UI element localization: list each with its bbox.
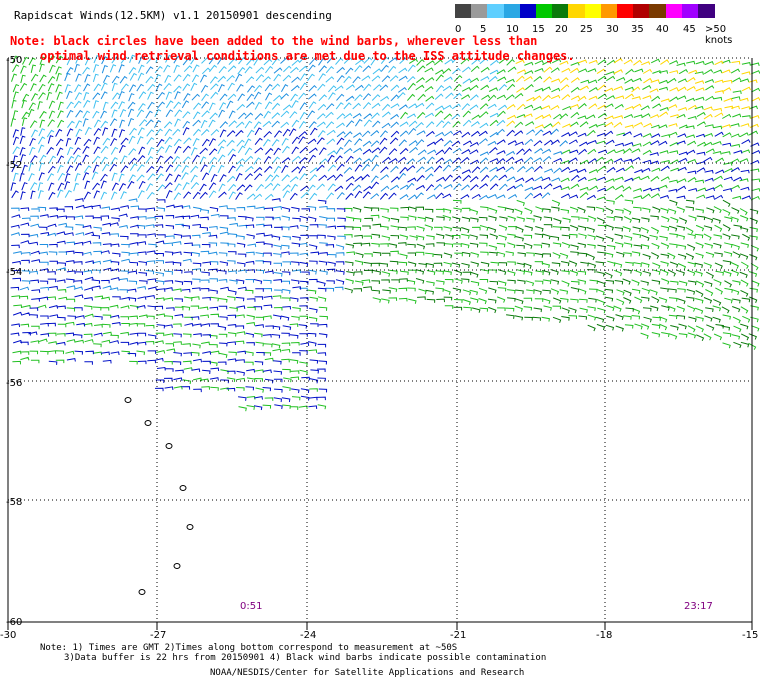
legend-swatch — [600, 4, 618, 18]
footnote-line-2: 3)Data buffer is 22 hrs from 20150901 4)… — [64, 653, 547, 663]
lat-label: -58 — [6, 497, 23, 508]
contamination-circle — [124, 397, 132, 403]
legend-label: 5 — [480, 24, 487, 35]
lat-label: -60 — [6, 617, 23, 628]
legend-swatch — [487, 4, 505, 18]
contamination-circle — [144, 420, 152, 426]
lon-label: -27 — [150, 630, 167, 641]
legend-label: 20 — [555, 24, 568, 35]
legend-label: 45 — [683, 24, 696, 35]
wind-barb-group — [12, 54, 508, 201]
legend-label: 0 — [455, 24, 462, 35]
legend-swatch — [503, 4, 521, 18]
lon-label: -21 — [450, 630, 467, 641]
lat-label: -50 — [6, 55, 23, 66]
note-text: Note: black circles have been added to t… — [10, 34, 575, 64]
legend-swatch — [698, 4, 715, 18]
legend-label: 40 — [656, 24, 669, 35]
note-line-1: Note: black circles have been added to t… — [10, 34, 538, 48]
legend-swatch — [519, 4, 537, 18]
wind-barb-group — [10, 127, 760, 411]
legend-label: >50 knots — [705, 24, 733, 46]
legend-label: 10 — [506, 24, 519, 35]
lon-label: -30 — [0, 630, 17, 641]
wind-barbs — [10, 54, 760, 412]
lon-label: -15 — [742, 630, 759, 641]
legend-swatch — [681, 4, 699, 18]
credit-line: NOAA/NESDIS/Center for Satellite Applica… — [210, 668, 525, 678]
grid-lines — [7, 57, 753, 630]
contamination-circle — [179, 485, 187, 491]
lat-label: -56 — [6, 378, 23, 389]
legend-label: 30 — [606, 24, 619, 35]
contamination-circle — [138, 589, 146, 595]
wind-barb-group — [506, 58, 760, 129]
legend-swatch — [552, 4, 569, 18]
wind-barb-group — [10, 55, 760, 412]
time-label: 0:51 — [240, 601, 263, 612]
legend-swatch — [633, 4, 650, 18]
lon-label: -18 — [596, 630, 613, 641]
lon-label: -24 — [300, 630, 317, 641]
footnote-line-1: Note: 1) Times are GMT 2)Times along bot… — [40, 643, 458, 653]
lat-label: -52 — [6, 160, 23, 171]
legend-swatch — [455, 4, 472, 18]
contamination-circles — [124, 397, 194, 595]
legend-swatch — [536, 4, 553, 18]
legend-swatch — [584, 4, 602, 18]
legend-label: 35 — [631, 24, 644, 35]
lat-label: -54 — [6, 267, 23, 278]
contamination-circle — [173, 563, 181, 569]
time-label: 23:17 — [684, 601, 713, 612]
wind-barb-group — [10, 55, 568, 294]
legend-swatch — [471, 4, 488, 18]
contamination-circle — [186, 524, 194, 530]
legend-swatch — [649, 4, 667, 18]
note-line-2: optimal wind retrieval conditions are me… — [40, 49, 575, 63]
map-title: Rapidscat Winds(12.5KM) v1.1 20150901 de… — [14, 9, 332, 22]
legend-swatch — [568, 4, 586, 18]
wind-barb-group — [344, 199, 759, 349]
legend-swatch — [665, 4, 683, 18]
legend-label: 15 — [532, 24, 545, 35]
legend-swatch — [617, 4, 634, 18]
contamination-circle — [165, 443, 173, 449]
legend-label: 25 — [580, 24, 593, 35]
